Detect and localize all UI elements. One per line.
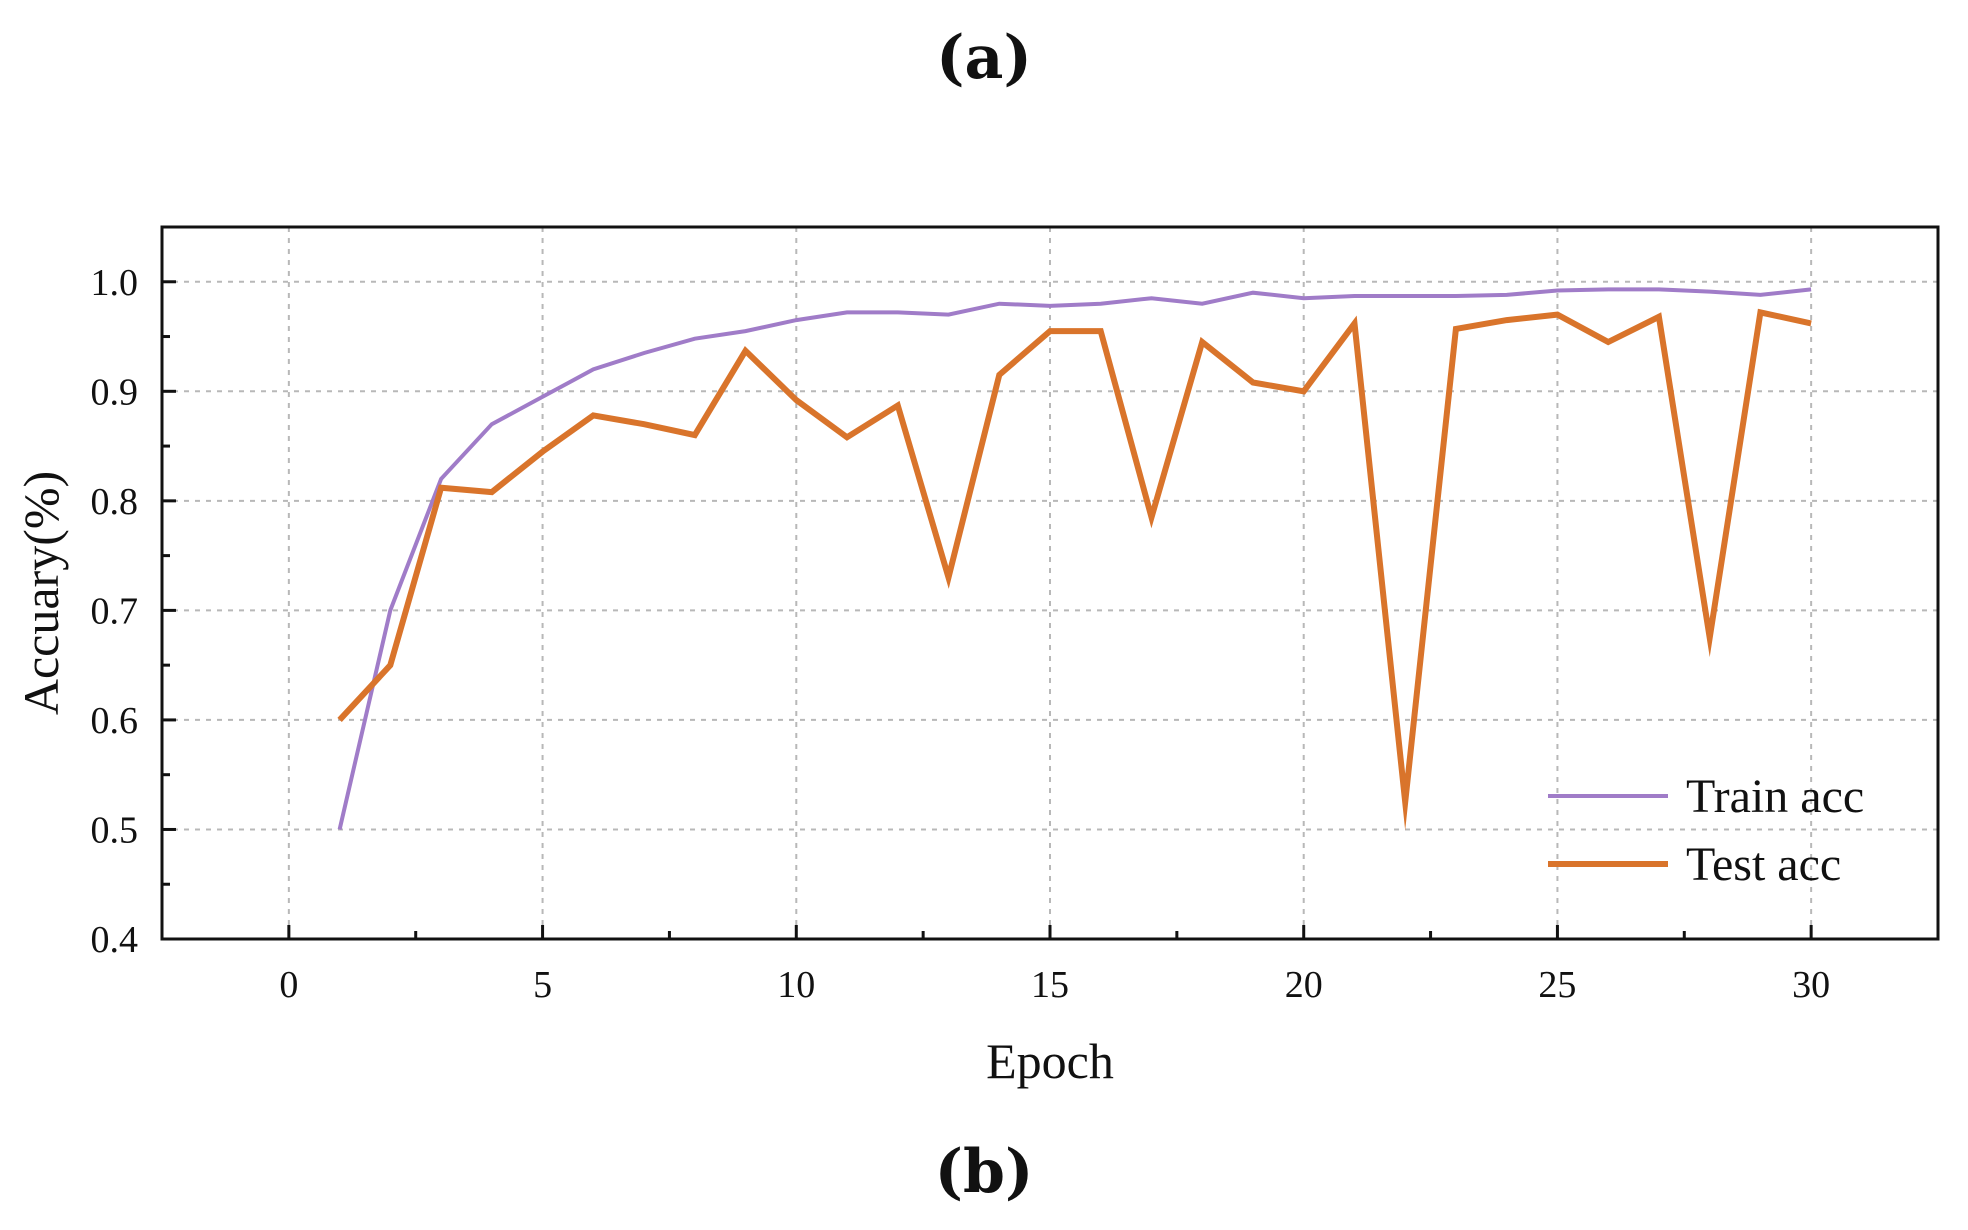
axis-ticks: 0 5 10 15 20 25 30 0.4 0.5 0.6 0.7 0.8 0.9 1.0 — [91, 262, 1831, 1006]
y-tick-label: 1.0 — [91, 262, 139, 304]
y-tick-label: 0.7 — [91, 590, 139, 632]
x-tick-label: 15 — [1031, 964, 1069, 1006]
panel-label-a: (a) — [936, 23, 1032, 93]
x-tick-label: 30 — [1792, 964, 1830, 1006]
y-tick-label: 0.8 — [91, 481, 139, 523]
legend-label-test-acc: Test acc — [1686, 838, 1841, 891]
grid-lines — [162, 227, 1938, 939]
series-line-test-acc — [337, 308, 1812, 831]
panel-label-b: (b) — [934, 1137, 1034, 1207]
y-tick-label: 0.9 — [91, 371, 139, 413]
series-lines — [337, 287, 1812, 831]
y-tick-label: 0.6 — [91, 700, 139, 742]
x-tick-label: 0 — [279, 964, 298, 1006]
y-tick-label: 0.5 — [91, 809, 139, 851]
series-line-train-acc — [337, 287, 1812, 830]
x-tick-label: 20 — [1285, 964, 1323, 1006]
legend: Train acc Test acc — [1548, 770, 1864, 891]
x-axis-title: Epoch — [986, 1033, 1114, 1089]
x-tick-label: 10 — [777, 964, 815, 1006]
legend-label-train-acc: Train acc — [1686, 770, 1864, 823]
y-axis-title: Accuary(%) — [13, 471, 69, 715]
x-tick-label: 25 — [1538, 964, 1576, 1006]
x-tick-label: 5 — [533, 964, 552, 1006]
y-tick-label: 0.4 — [91, 919, 139, 961]
